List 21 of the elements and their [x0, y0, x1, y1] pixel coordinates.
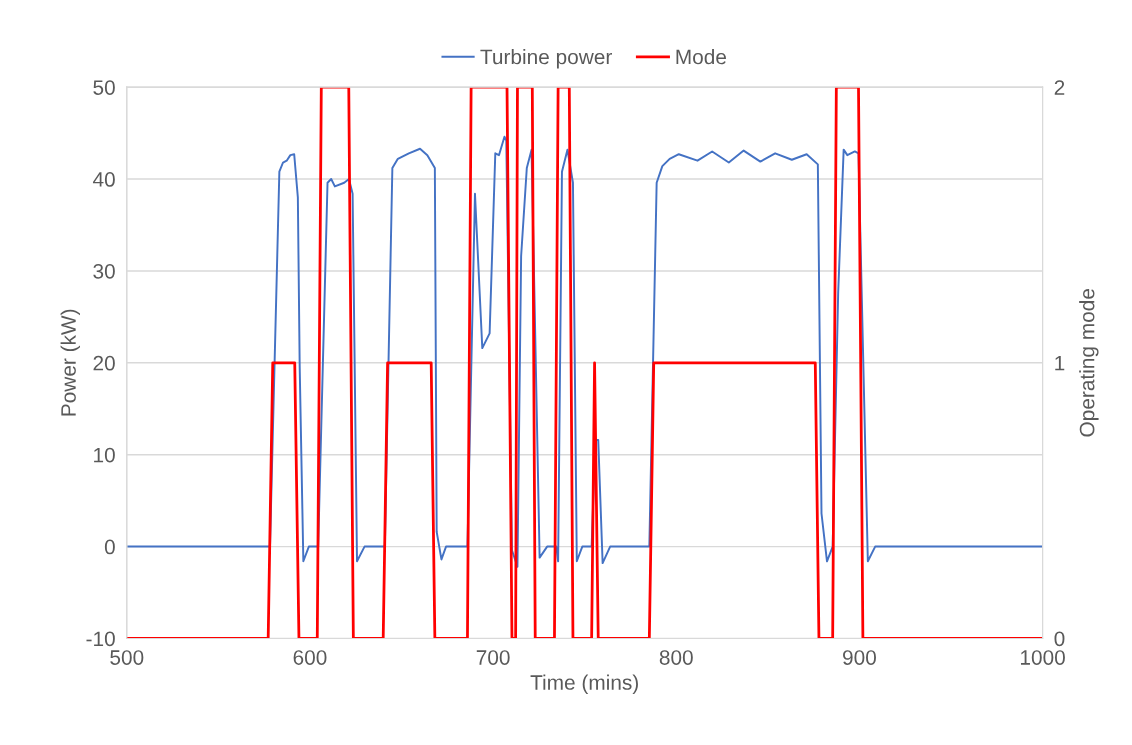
x-tick-label: 800 [659, 650, 693, 665]
y2-axis-title: Operating mode [1079, 289, 1099, 437]
x-tick-label: 600 [293, 650, 327, 665]
x-tick-label: 1000 [1020, 650, 1065, 665]
legend-label: Turbine power [480, 48, 612, 69]
x-tick-label: 700 [476, 650, 510, 665]
x-axis-title: Time (mins) [530, 674, 638, 694]
y-axis-title: Power (kW) [60, 309, 80, 416]
y2-tick-label: 2 [1054, 80, 1065, 95]
y-tick-label: 10 [94, 447, 115, 463]
x-tick-label: 900 [843, 650, 876, 665]
x-tick-label: 500 [110, 650, 144, 665]
legend-label: Mode [676, 48, 726, 65]
y2-tick-label: 1 [1055, 356, 1065, 371]
y-tick-label: 40 [92, 172, 115, 187]
y-tick-label: -10 [86, 631, 115, 647]
y-tick-label: 30 [93, 263, 115, 279]
y-tick-label: 50 [93, 80, 115, 95]
y-tick-label: 20 [93, 355, 115, 371]
y-tick-label: 0 [104, 539, 115, 555]
y2-tick-label: 0 [1054, 631, 1065, 647]
